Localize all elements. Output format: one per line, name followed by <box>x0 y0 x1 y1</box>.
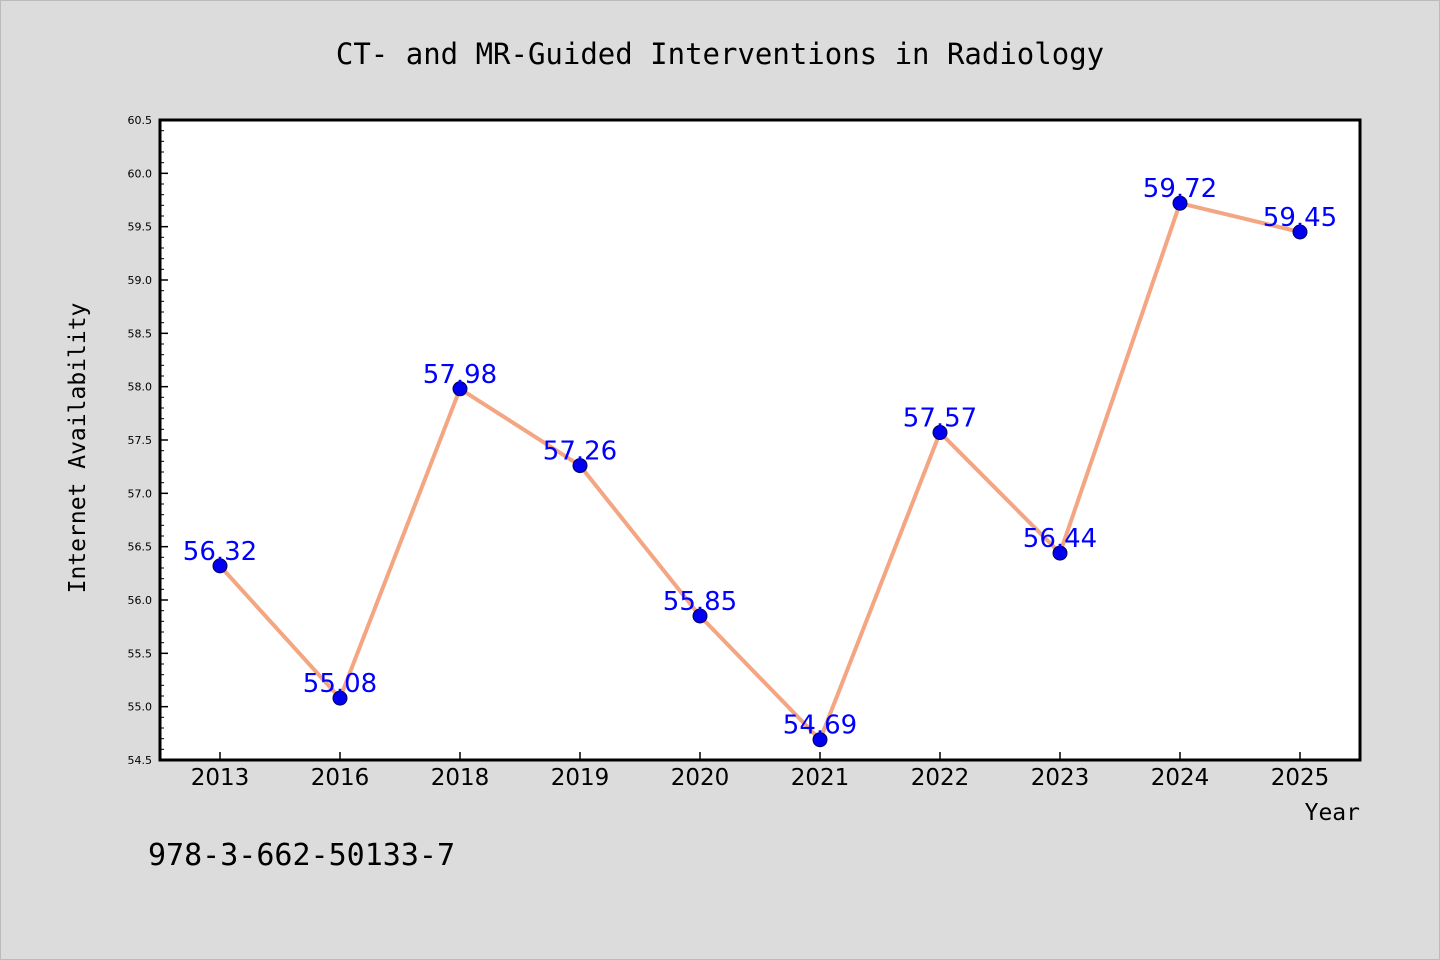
x-tick-label: 2024 <box>1151 765 1210 791</box>
x-tick-label: 2018 <box>431 765 490 791</box>
plot-area <box>158 118 1362 762</box>
data-label: 59.45 <box>1263 203 1337 233</box>
x-tick-label: 2025 <box>1271 765 1330 791</box>
y-tick-label: 56.5 <box>128 541 153 554</box>
data-point <box>1292 224 1308 240</box>
data-point <box>812 732 828 748</box>
y-tick-label: 56.0 <box>128 594 153 607</box>
y-tick-label: 60.5 <box>128 114 153 127</box>
x-tick-label: 2016 <box>311 765 370 791</box>
data-point <box>572 458 588 474</box>
y-tick-label: 58.5 <box>128 327 153 340</box>
data-label: 57.98 <box>423 360 497 390</box>
x-tick-label: 2021 <box>791 765 850 791</box>
y-tick-label: 57.0 <box>128 487 153 500</box>
x-tick-label: 2020 <box>671 765 730 791</box>
x-tick-label: 2013 <box>191 765 250 791</box>
chart-title: CT- and MR-Guided Interventions in Radio… <box>336 37 1104 71</box>
y-tick-label: 55.5 <box>128 647 153 660</box>
x-tick-label: 2023 <box>1031 765 1090 791</box>
y-tick-label: 55.0 <box>128 701 153 714</box>
y-tick-label: 57.5 <box>128 434 153 447</box>
data-point <box>1052 545 1068 561</box>
x-tick-label: 2022 <box>911 765 970 791</box>
footer-id: 978-3-662-50133-7 <box>148 838 455 873</box>
data-label: 55.08 <box>303 669 377 699</box>
data-point <box>932 425 948 441</box>
data-point <box>452 381 468 397</box>
y-tick-label: 59.5 <box>128 221 153 234</box>
data-label: 54.69 <box>783 711 857 741</box>
series-line <box>218 201 1301 742</box>
data-point <box>332 690 348 706</box>
y-axis-label: Internet Availability <box>65 303 91 594</box>
x-axis-label: Year <box>1305 800 1360 826</box>
x-axis: 2013 2016 2018 2019 2020 2021 2022 2023 2024 2025 <box>191 752 1330 791</box>
data-point <box>212 558 228 574</box>
y-tick-label: 58.0 <box>128 381 153 394</box>
data-markers <box>212 195 1308 748</box>
data-label: 57.57 <box>903 404 977 434</box>
y-axis: 54.5 55.0 55.5 56.0 56.5 57.0 57.5 58.0 58.5 59.0… <box>128 114 168 767</box>
x-tick-label: 2019 <box>551 765 610 791</box>
data-label: 56.44 <box>1023 524 1097 554</box>
data-label: 57.26 <box>543 437 617 467</box>
y-tick-label: 60.0 <box>128 167 153 180</box>
data-point <box>692 608 708 624</box>
y-tick-label: 54.5 <box>128 754 153 767</box>
data-labels: 56.32 55.08 57.98 57.26 55.85 54.69 57.57 56.44… <box>183 174 1337 741</box>
data-label: 56.32 <box>183 537 257 567</box>
data-label: 55.85 <box>663 587 737 617</box>
data-label: 59.72 <box>1143 174 1217 204</box>
data-point <box>1172 195 1188 211</box>
y-tick-label: 59.0 <box>128 274 153 287</box>
